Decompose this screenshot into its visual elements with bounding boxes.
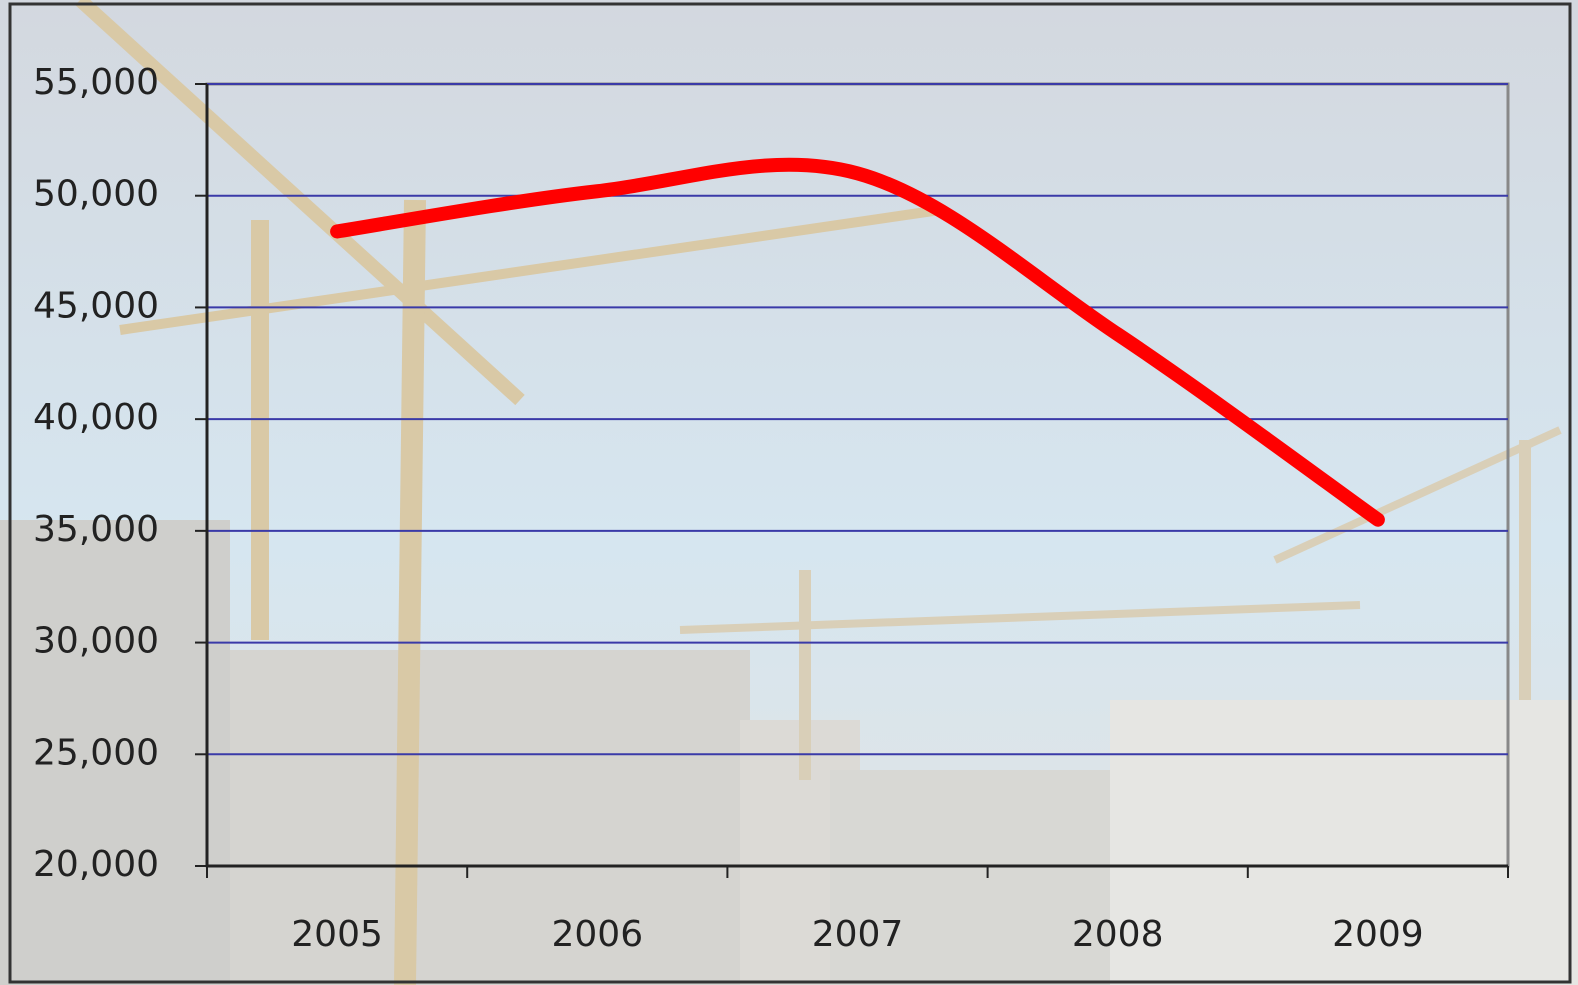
y-tick-label: 25,000 <box>33 732 159 773</box>
chart: 20,000 25,000 30,000 35,000 40,000 45,000 50,0… <box>0 0 1578 985</box>
y-tick-label: 30,000 <box>33 621 159 662</box>
y-tick-label: 35,000 <box>33 509 159 550</box>
y-tick-label: 55,000 <box>33 62 159 103</box>
x-tick-label: 2007 <box>812 914 904 955</box>
y-tick-label: 40,000 <box>33 397 159 438</box>
y-tick-label: 20,000 <box>33 844 159 885</box>
x-tick-label: 2008 <box>1072 914 1164 955</box>
page: 20,000 25,000 30,000 35,000 40,000 45,000 50,0… <box>0 0 1578 985</box>
x-tick-label: 2009 <box>1332 914 1424 955</box>
y-tick-label: 50,000 <box>33 174 159 215</box>
y-tick-label: 45,000 <box>33 285 159 326</box>
x-tick-label: 2005 <box>291 914 383 955</box>
x-tick-label: 2006 <box>551 914 643 955</box>
